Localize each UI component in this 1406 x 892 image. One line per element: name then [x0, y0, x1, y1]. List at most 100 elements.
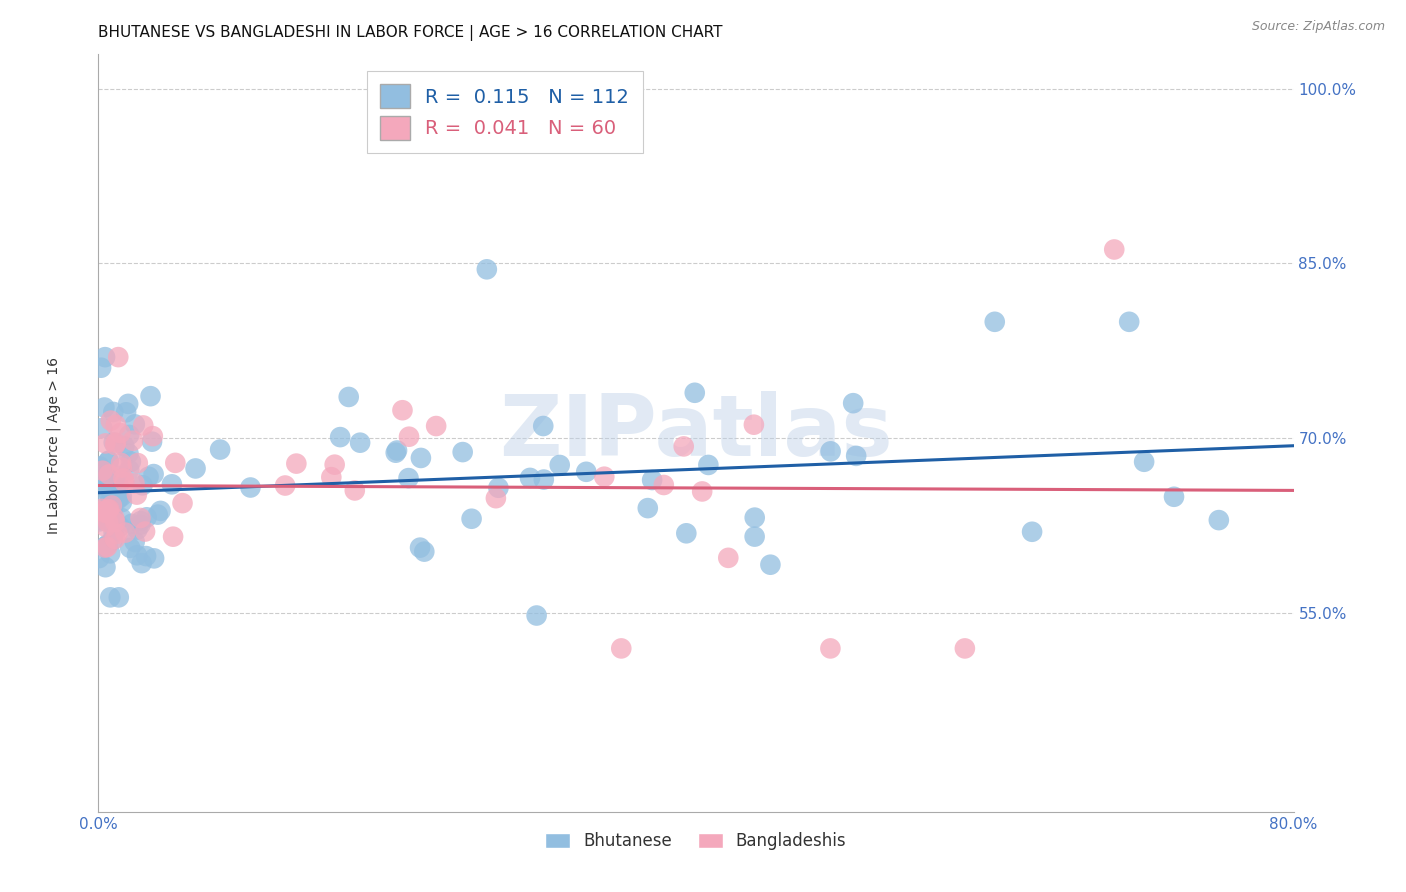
Point — [125, 548, 148, 562]
Point — [127, 456, 149, 470]
Point — [107, 487, 129, 501]
Point — [759, 558, 782, 572]
Point — [96, 538, 118, 552]
Point — [97, 454, 120, 468]
Point — [321, 470, 343, 484]
Point — [526, 608, 548, 623]
Point — [127, 523, 149, 537]
Point — [172, 496, 194, 510]
Point — [1163, 490, 1185, 504]
Point — [391, 403, 413, 417]
Point — [100, 414, 122, 428]
Point — [160, 477, 183, 491]
Point — [610, 641, 633, 656]
Point — [142, 467, 165, 481]
Point — [89, 512, 111, 526]
Point — [675, 526, 697, 541]
Point — [105, 488, 128, 502]
Point — [89, 491, 111, 505]
Point — [93, 401, 115, 415]
Text: Source: ZipAtlas.com: Source: ZipAtlas.com — [1251, 20, 1385, 33]
Point — [103, 525, 125, 540]
Point — [409, 450, 432, 465]
Point — [1021, 524, 1043, 539]
Point — [953, 641, 976, 656]
Point — [93, 505, 115, 519]
Point — [146, 508, 169, 522]
Point — [488, 481, 510, 495]
Point — [519, 471, 541, 485]
Point — [717, 550, 740, 565]
Point — [475, 262, 498, 277]
Point — [143, 551, 166, 566]
Point — [94, 540, 117, 554]
Point — [349, 435, 371, 450]
Point — [1118, 315, 1140, 329]
Point — [96, 540, 118, 554]
Point — [398, 430, 420, 444]
Point — [114, 525, 136, 540]
Text: In Labor Force | Age > 16: In Labor Force | Age > 16 — [46, 358, 60, 534]
Point — [100, 492, 122, 507]
Point — [90, 360, 112, 375]
Point — [94, 541, 117, 555]
Point — [103, 494, 125, 508]
Point — [343, 483, 366, 498]
Point — [104, 514, 127, 528]
Point — [121, 516, 143, 531]
Point — [531, 419, 554, 434]
Point — [135, 510, 157, 524]
Point — [98, 502, 121, 516]
Point — [110, 511, 132, 525]
Point — [124, 476, 146, 491]
Point — [103, 405, 125, 419]
Point — [117, 446, 139, 460]
Point — [697, 458, 720, 472]
Point — [184, 461, 207, 475]
Point — [97, 516, 120, 530]
Point — [451, 445, 474, 459]
Point — [129, 511, 152, 525]
Point — [672, 439, 695, 453]
Point — [112, 439, 135, 453]
Point — [131, 478, 153, 492]
Point — [112, 475, 135, 489]
Point — [101, 503, 124, 517]
Point — [90, 501, 112, 516]
Point — [105, 526, 128, 541]
Point — [134, 524, 156, 539]
Point — [285, 457, 308, 471]
Point — [690, 484, 713, 499]
Point — [460, 512, 482, 526]
Point — [111, 460, 134, 475]
Point — [94, 468, 117, 483]
Point — [165, 456, 187, 470]
Point — [120, 541, 142, 555]
Point — [103, 435, 125, 450]
Point — [118, 428, 141, 442]
Point — [94, 520, 117, 534]
Point — [107, 491, 129, 506]
Point — [329, 430, 352, 444]
Point — [129, 517, 152, 532]
Point — [131, 556, 153, 570]
Text: ZIPatlas: ZIPatlas — [499, 391, 893, 475]
Point — [89, 515, 111, 529]
Point — [122, 434, 145, 448]
Point — [101, 499, 124, 513]
Point — [110, 456, 132, 470]
Point — [108, 519, 131, 533]
Point — [118, 463, 141, 477]
Point — [820, 641, 842, 656]
Point — [97, 514, 120, 528]
Point — [103, 520, 125, 534]
Point — [425, 419, 447, 434]
Point — [337, 390, 360, 404]
Point — [120, 455, 142, 469]
Point — [637, 501, 659, 516]
Point — [485, 491, 508, 506]
Point — [91, 421, 114, 435]
Point — [107, 480, 129, 494]
Point — [104, 532, 127, 546]
Point — [652, 478, 675, 492]
